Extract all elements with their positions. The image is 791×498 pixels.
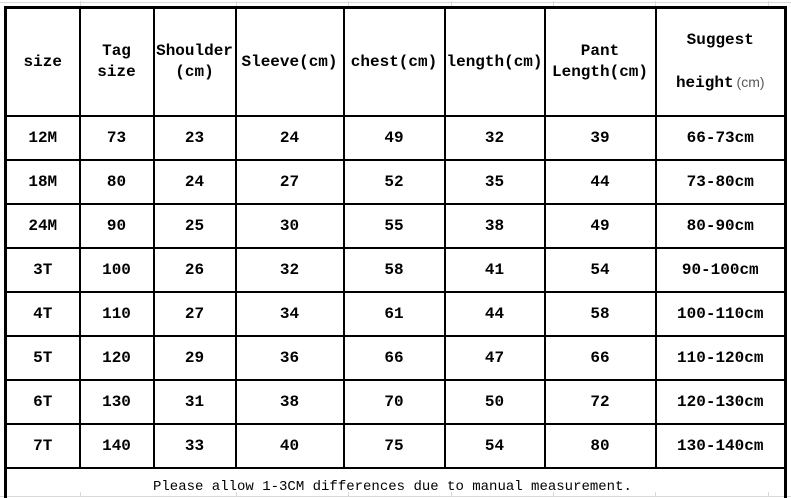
table-row: 5T 120 29 36 66 47 66 110-120cm (4, 335, 787, 381)
value-cell: 80-90cm (654, 203, 787, 249)
size-cell: 18M (4, 159, 81, 205)
value-cell: 36 (234, 335, 345, 381)
value-cell: 140 (78, 423, 155, 469)
value-cell: 75 (342, 423, 446, 469)
value-cell: 29 (152, 335, 237, 381)
value-cell: 47 (443, 335, 546, 381)
gridline (80, 1, 81, 6)
gridline (0, 2, 791, 3)
column-header-tag-size: Tag size (78, 6, 155, 117)
value-cell: 80 (543, 423, 657, 469)
value-cell: 35 (443, 159, 546, 205)
value-cell: 39 (543, 115, 657, 161)
gridline (655, 1, 656, 6)
value-cell: 61 (342, 291, 446, 337)
value-cell: 54 (443, 423, 546, 469)
table-footer: Please allow 1-3CM differences due to ma… (4, 467, 787, 498)
value-cell: 70 (342, 379, 446, 425)
value-cell: 27 (152, 291, 237, 337)
value-cell: 34 (234, 291, 345, 337)
value-cell: 33 (152, 423, 237, 469)
value-cell: 30 (234, 203, 345, 249)
column-header-shoulder: Shoulder (cm) (152, 6, 237, 117)
value-cell: 44 (543, 159, 657, 205)
column-header-pant-length: Pant Length(cm) (543, 6, 657, 117)
size-cell: 4T (4, 291, 81, 337)
value-cell: 66-73cm (654, 115, 787, 161)
value-cell: 32 (443, 115, 546, 161)
column-header-chest: chest(cm) (342, 6, 446, 117)
value-cell: 120-130cm (654, 379, 787, 425)
value-cell: 72 (543, 379, 657, 425)
value-cell: 32 (234, 247, 345, 293)
size-cell: 6T (4, 379, 81, 425)
table-row: 12M 73 23 24 49 32 39 66-73cm (4, 115, 787, 161)
value-cell: 44 (443, 291, 546, 337)
column-header-sleeve: Sleeve(cm) (234, 6, 345, 117)
value-cell: 25 (152, 203, 237, 249)
value-cell: 110 (78, 291, 155, 337)
value-cell: 130 (78, 379, 155, 425)
value-cell: 31 (152, 379, 237, 425)
table-row: 7T 140 33 40 75 54 80 130-140cm (4, 423, 787, 469)
size-chart-table: size Tag size Shoulder (cm) Sleeve(cm) c… (4, 6, 787, 498)
gridline (553, 1, 554, 6)
value-cell: 110-120cm (654, 335, 787, 381)
value-cell: 90-100cm (654, 247, 787, 293)
value-cell: 38 (234, 379, 345, 425)
gridline (451, 1, 452, 6)
value-cell: 130-140cm (654, 423, 787, 469)
cm-unit-label: (cm) (736, 74, 765, 90)
value-cell: 23 (152, 115, 237, 161)
value-cell: 73-80cm (654, 159, 787, 205)
table-header-row: size Tag size Shoulder (cm) Sleeve(cm) c… (4, 6, 787, 117)
value-cell: 90 (78, 203, 155, 249)
gridline (348, 1, 349, 6)
table-row: 18M 80 24 27 52 35 44 73-80cm (4, 159, 787, 205)
value-cell: 40 (234, 423, 345, 469)
value-cell: 73 (78, 115, 155, 161)
value-cell: 49 (342, 115, 446, 161)
value-cell: 55 (342, 203, 446, 249)
column-header-suggest-height: Suggest height (cm) (654, 6, 787, 117)
value-cell: 50 (443, 379, 546, 425)
size-cell: 24M (4, 203, 81, 249)
value-cell: 66 (543, 335, 657, 381)
notes-cell: Please allow 1-3CM differences due to ma… (4, 467, 787, 498)
table-body: 12M 73 23 24 49 32 39 66-73cm 18M 80 24 27 52 35 44 73-… (4, 115, 787, 469)
value-cell: 58 (543, 291, 657, 337)
value-cell: 41 (443, 247, 546, 293)
value-cell: 38 (443, 203, 546, 249)
value-cell: 24 (152, 159, 237, 205)
value-cell: 80 (78, 159, 155, 205)
size-cell: 12M (4, 115, 81, 161)
column-header-length: length(cm) (443, 6, 546, 117)
value-cell: 54 (543, 247, 657, 293)
value-cell: 27 (234, 159, 345, 205)
value-cell: 49 (543, 203, 657, 249)
table-row: 4T 110 27 34 61 44 58 100-110cm (4, 291, 787, 337)
table-row: 3T 100 26 32 58 41 54 90-100cm (4, 247, 787, 293)
suggest-header-line2: height (cm) (675, 74, 765, 92)
gridline (236, 1, 237, 6)
value-cell: 24 (234, 115, 345, 161)
table-row: 6T 130 31 38 70 50 72 120-130cm (4, 379, 787, 425)
value-cell: 52 (342, 159, 446, 205)
size-cell: 5T (4, 335, 81, 381)
value-cell: 66 (342, 335, 446, 381)
suggest-header-line1: Suggest (686, 31, 754, 49)
value-cell: 100 (78, 247, 155, 293)
value-cell: 26 (152, 247, 237, 293)
size-cell: 7T (4, 423, 81, 469)
column-header-size: size (4, 6, 81, 117)
table-row: 24M 90 25 30 55 38 49 80-90cm (4, 203, 787, 249)
note-measurement-tolerance: Please allow 1-3CM differences due to ma… (153, 479, 632, 495)
gridline (768, 1, 769, 6)
value-cell: 100-110cm (654, 291, 787, 337)
value-cell: 120 (78, 335, 155, 381)
value-cell: 58 (342, 247, 446, 293)
size-cell: 3T (4, 247, 81, 293)
